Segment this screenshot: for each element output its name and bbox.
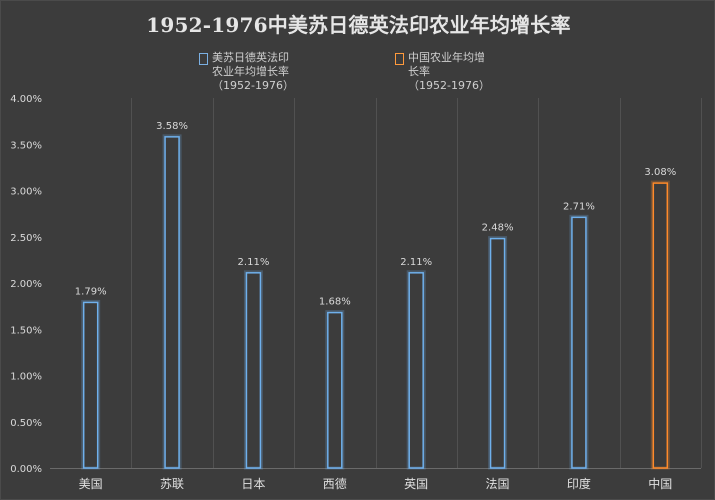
legend-label-others: 美苏日德英法印农业年均增长率 [212, 51, 289, 78]
data-label: 3.08% [644, 167, 676, 178]
bar-glow [162, 134, 182, 470]
data-label: 1.79% [75, 286, 107, 297]
data-label: 1.68% [319, 297, 351, 308]
bar-印度 [571, 216, 587, 469]
x-tick-label: 印度 [567, 476, 591, 491]
bar-美国 [82, 301, 99, 469]
bar-日本 [245, 272, 262, 469]
legend-item-china: 中国农业年均增长率 （1952-1976） [395, 51, 490, 93]
data-label: 2.11% [400, 257, 432, 268]
bar-glow [406, 270, 426, 470]
y-tick-label: 4.00% [10, 94, 42, 105]
legend-item-others: 美苏日德英法印农业年均增长率 （1952-1976） [199, 51, 294, 93]
y-tick-label: 3.50% [10, 140, 42, 151]
legend-sub-others: （1952-1976） [212, 79, 294, 92]
legend-sub-china: （1952-1976） [408, 79, 490, 92]
legend-swatch-orange [395, 53, 404, 65]
y-tick-label: 2.00% [10, 279, 42, 290]
bar-glow [488, 236, 508, 470]
chart-title: 1952-1976中美苏日德英法印农业年均增长率 [146, 13, 571, 37]
x-tick-label: 英国 [404, 477, 428, 491]
y-tick-label: 0.50% [10, 418, 42, 429]
data-label: 2.71% [563, 201, 595, 212]
data-label: 2.11% [238, 257, 270, 268]
legend-swatch-blue [199, 53, 208, 65]
y-tick-label: 1.50% [10, 325, 42, 336]
bar-苏联 [164, 136, 180, 469]
bar-glow [569, 214, 589, 470]
bar-glow [243, 270, 263, 470]
data-label: 2.48% [482, 223, 514, 234]
bar-glow [81, 299, 101, 470]
bar-法国 [489, 237, 506, 469]
y-tick-label: 2.50% [10, 233, 42, 244]
bar-英国 [408, 272, 424, 469]
y-tick-label: 3.00% [10, 187, 42, 198]
x-tick-label: 日本 [241, 477, 265, 491]
bar-glow [325, 310, 345, 470]
x-tick-label: 中国 [648, 476, 672, 491]
y-tick-label: 0.00% [10, 464, 42, 475]
legend-label-china: 中国农业年均增长率 [408, 51, 485, 78]
x-tick-label: 美国 [79, 477, 103, 491]
data-label: 3.58% [156, 121, 188, 132]
bar-中国 [652, 182, 669, 469]
x-tick-label: 法国 [486, 477, 510, 491]
x-tick-label: 苏联 [160, 477, 184, 491]
x-tick-label: 西德 [323, 476, 347, 491]
bar-glow [650, 180, 670, 470]
bar-西德 [327, 311, 343, 469]
y-tick-label: 1.00% [10, 372, 42, 383]
